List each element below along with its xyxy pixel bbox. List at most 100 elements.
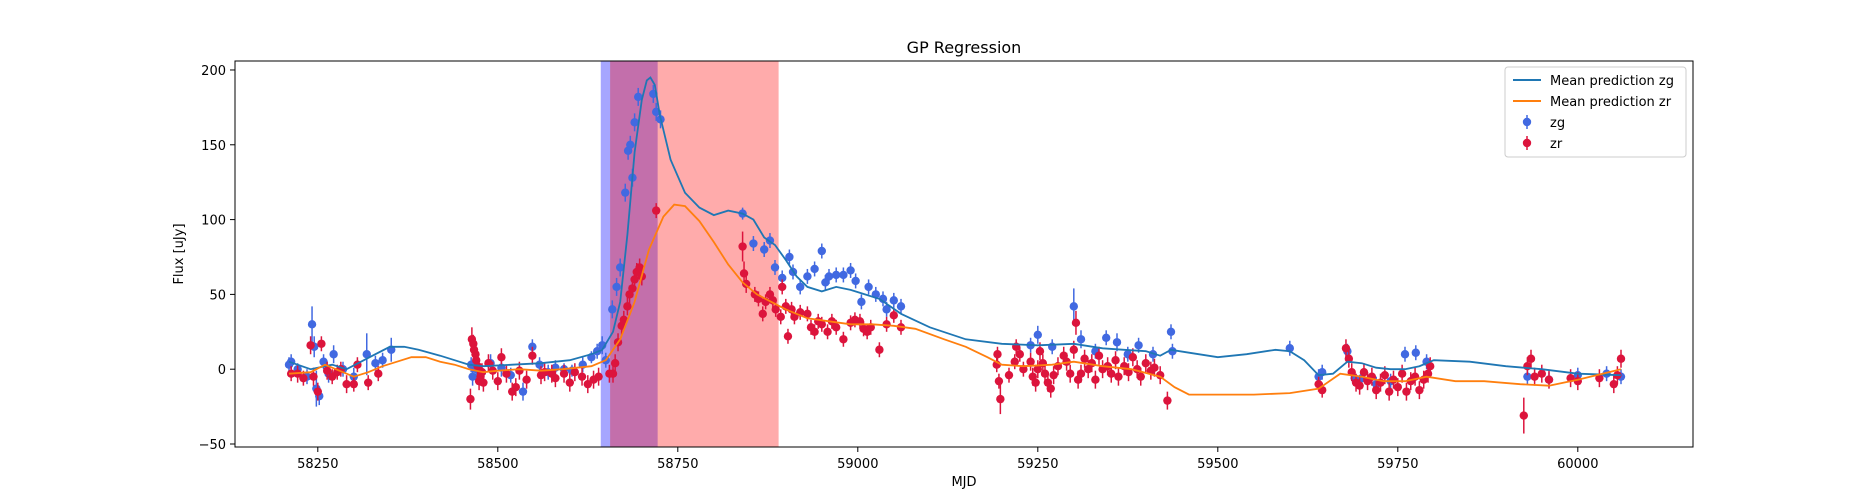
data-point-zr — [1111, 356, 1120, 365]
data-point-zg — [1102, 333, 1111, 342]
data-point-zr — [994, 376, 1004, 386]
data-point-zr — [479, 378, 488, 387]
data-point-zr — [1026, 357, 1035, 366]
legend-marker-swatch — [1522, 138, 1532, 148]
data-point-zg — [378, 356, 387, 365]
data-point-zg — [896, 302, 906, 311]
data-point-zg — [535, 360, 544, 369]
y-axis-label: Flux [uJy] — [172, 223, 187, 284]
data-point-zg — [1134, 341, 1143, 350]
data-point-zr — [882, 320, 891, 329]
data-point-zg — [1166, 327, 1176, 336]
data-point-zr — [1040, 369, 1050, 378]
data-point-zr — [776, 312, 785, 322]
data-point-zr — [1128, 353, 1138, 362]
y-tick-label: −50 — [199, 438, 226, 453]
data-point-zr — [783, 332, 793, 341]
data-point-zg — [832, 270, 841, 280]
data-point-zr — [1519, 411, 1529, 420]
data-point-zr — [1372, 385, 1381, 395]
x-tick-label: 59500 — [1197, 457, 1238, 472]
data-point-zr — [738, 242, 747, 251]
data-point-zr — [1091, 375, 1100, 384]
data-point-zr — [1389, 375, 1398, 384]
data-point-zg — [796, 282, 805, 292]
data-point-zr — [1359, 367, 1369, 377]
data-point-zr — [1124, 367, 1133, 377]
data-point-zr — [1344, 354, 1354, 363]
data-point-zr — [515, 366, 524, 375]
data-point-zg — [371, 359, 380, 368]
data-point-zr — [1010, 357, 1019, 366]
data-point-zr — [1616, 354, 1626, 363]
data-point-zr — [540, 367, 549, 377]
data-point-zr — [502, 369, 511, 378]
data-point-zr — [364, 378, 373, 387]
data-point-zr — [996, 394, 1005, 404]
legend-box — [1504, 66, 1687, 158]
data-point-zg — [864, 282, 873, 292]
data-point-zg — [1112, 338, 1122, 347]
data-point-zg — [319, 357, 328, 366]
data-point-zr — [803, 309, 812, 319]
data-point-zg — [749, 239, 758, 248]
data-point-zr — [497, 353, 506, 362]
data-point-zr — [374, 369, 383, 378]
data-point-zr — [1033, 365, 1043, 374]
data-point-zr — [493, 376, 502, 386]
data-point-zg — [518, 387, 528, 396]
data-point-zr — [342, 379, 351, 389]
data-point-zr — [570, 367, 580, 377]
data-point-zg — [810, 264, 819, 274]
data-point-zg — [626, 140, 635, 149]
data-point-zr — [1384, 387, 1394, 396]
data-point-zr — [889, 311, 898, 320]
data-point-zr — [1355, 381, 1364, 390]
x-tick-label: 59250 — [1017, 457, 1058, 472]
data-point-zr — [565, 378, 574, 387]
data-point-zg — [612, 282, 621, 292]
data-point-zr — [528, 351, 537, 360]
legend-label: zg — [1550, 116, 1565, 131]
data-point-zg — [889, 296, 898, 305]
data-point-zr — [306, 341, 315, 350]
data-point-zr — [1066, 369, 1075, 378]
data-point-zr — [1150, 363, 1159, 372]
y-tick-label: 100 — [201, 214, 226, 229]
series-zr — [286, 203, 1626, 434]
data-point-zg — [1523, 372, 1532, 381]
data-point-zr — [1163, 396, 1172, 405]
data-point-zr — [1426, 362, 1435, 371]
x-tick-label: 60000 — [1557, 457, 1598, 472]
data-point-zr — [1526, 354, 1536, 363]
data-point-zr — [1402, 387, 1411, 396]
data-point-zr — [349, 379, 358, 389]
data-point-zr — [1341, 344, 1351, 353]
x-tick-label: 58750 — [657, 457, 698, 472]
data-point-zr — [1141, 359, 1151, 368]
data-point-zr — [1415, 385, 1424, 395]
data-point-zg — [851, 276, 860, 286]
legend-label: zr — [1550, 137, 1563, 152]
data-point-zr — [1609, 379, 1619, 389]
plot-frame — [234, 60, 1694, 448]
x-axis-label: MJD — [951, 475, 976, 490]
data-point-zr — [313, 387, 322, 396]
data-point-zr — [1076, 369, 1086, 378]
legend-label: Mean prediction zg — [1550, 74, 1674, 89]
legend-marker-swatch — [1522, 117, 1532, 127]
data-point-zg — [1033, 330, 1043, 339]
data-point-zr — [299, 373, 308, 383]
y-tick-label: 150 — [201, 139, 226, 154]
data-point-zg — [882, 305, 891, 314]
data-point-zr — [1080, 354, 1089, 363]
data-point-zg — [846, 266, 855, 275]
data-point-zr — [309, 372, 318, 381]
chart-title: GP Regression — [907, 38, 1022, 57]
x-tick-label: 59750 — [1377, 457, 1418, 472]
x-axis-ticks: 58250 58500 58750 59000 59250 59500 59750 60000 — [297, 447, 1598, 472]
data-point-zg — [803, 272, 812, 281]
data-point-zr — [511, 382, 520, 392]
data-point-zg — [778, 273, 787, 283]
